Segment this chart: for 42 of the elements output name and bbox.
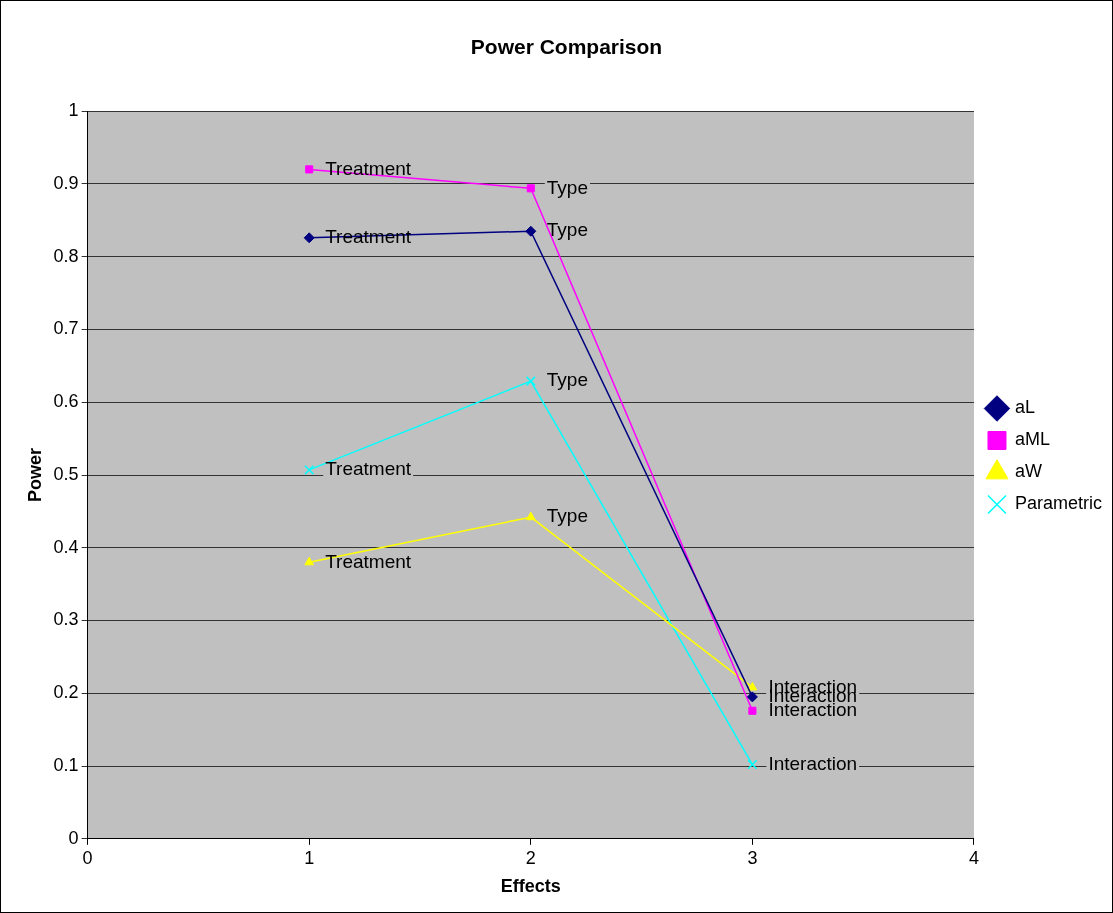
point (747, 759, 758, 770)
legend-label: aL (1014, 397, 1036, 418)
chart-title: Power Comparison (470, 35, 663, 59)
point (526, 184, 535, 193)
point (748, 706, 757, 715)
x-tick-label: 3 (747, 847, 758, 868)
annotation: Treatment (325, 458, 412, 480)
y-tick-label: 0.5 (53, 463, 79, 484)
point (746, 691, 758, 703)
y-tick-label: 0.2 (53, 682, 79, 703)
annotation: Interaction (768, 752, 858, 774)
y-tick-label: 0.1 (53, 755, 79, 776)
y-axis-title: Power (24, 447, 45, 503)
x-tick-label: 1 (304, 847, 315, 868)
y-tick-label: 1 (68, 100, 79, 121)
y-tick-label: 0.6 (53, 391, 79, 412)
legend-label: aML (1014, 429, 1050, 450)
annotation: Type (546, 369, 588, 391)
point (304, 556, 315, 566)
annotation: Treatment (325, 157, 412, 179)
point (304, 464, 315, 475)
point (747, 681, 758, 691)
point (525, 511, 536, 521)
y-tick-label: 0.9 (53, 172, 79, 193)
point (525, 225, 537, 237)
annotation: Type (546, 505, 588, 527)
y-tick-label: 0.8 (53, 245, 79, 266)
legend-label: Parametric (1014, 493, 1103, 514)
annotation: Type (546, 176, 588, 198)
point (525, 376, 536, 387)
y-tick-label: 0.3 (53, 609, 79, 630)
x-axis-title: Effects (500, 876, 561, 897)
point (305, 165, 314, 174)
x-tick-label: 4 (968, 847, 979, 868)
x-tick-label: 2 (525, 847, 536, 868)
point (303, 232, 315, 244)
legend-label: aW (1014, 461, 1042, 482)
y-tick-label: 0.4 (53, 536, 79, 557)
annotation: Treatment (325, 550, 412, 572)
x-tick-label: 0 (82, 847, 93, 868)
y-tick-label: 0 (68, 827, 79, 848)
y-tick-label: 0.7 (53, 318, 79, 339)
